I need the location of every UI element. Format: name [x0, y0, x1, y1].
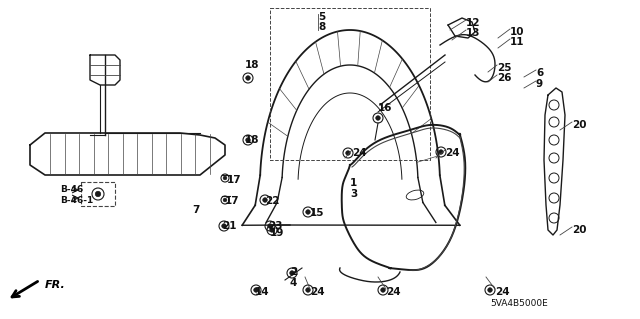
Text: 10: 10 — [510, 27, 525, 37]
Circle shape — [95, 191, 100, 197]
Circle shape — [376, 116, 380, 120]
Circle shape — [221, 224, 227, 228]
Text: 24: 24 — [352, 148, 367, 158]
Text: 7: 7 — [192, 205, 200, 215]
Text: 24: 24 — [495, 287, 509, 297]
Text: 18: 18 — [245, 60, 259, 70]
Circle shape — [263, 198, 268, 202]
Circle shape — [306, 210, 310, 214]
Text: 19: 19 — [270, 228, 284, 238]
Text: 24: 24 — [310, 287, 324, 297]
Text: 5: 5 — [318, 12, 325, 22]
Text: 5VA4B5000E: 5VA4B5000E — [490, 299, 548, 308]
Circle shape — [269, 228, 275, 232]
Text: 9: 9 — [536, 79, 543, 89]
Text: 14: 14 — [255, 287, 269, 297]
Text: 1: 1 — [350, 178, 357, 188]
Text: 20: 20 — [572, 120, 586, 130]
Text: 24: 24 — [445, 148, 460, 158]
Circle shape — [381, 288, 385, 292]
Text: 20: 20 — [572, 225, 586, 235]
Text: 11: 11 — [510, 37, 525, 47]
Text: 15: 15 — [310, 208, 324, 218]
Text: B-46: B-46 — [60, 185, 83, 194]
Circle shape — [439, 150, 444, 154]
Text: FR.: FR. — [45, 280, 66, 290]
Circle shape — [290, 271, 294, 275]
Text: B-46-1: B-46-1 — [60, 196, 93, 205]
Text: 6: 6 — [536, 68, 543, 78]
Text: 12: 12 — [466, 18, 481, 28]
Circle shape — [346, 151, 350, 155]
Text: 26: 26 — [497, 73, 511, 83]
Text: 18: 18 — [245, 135, 259, 145]
Text: 21: 21 — [222, 221, 237, 231]
Circle shape — [246, 138, 250, 142]
Text: 22: 22 — [265, 196, 280, 206]
Text: 17: 17 — [227, 175, 242, 185]
Text: 16: 16 — [378, 103, 392, 113]
Text: 24: 24 — [386, 287, 401, 297]
Circle shape — [306, 288, 310, 292]
Circle shape — [223, 176, 227, 180]
Text: 17: 17 — [225, 196, 239, 206]
Circle shape — [253, 288, 259, 292]
Text: 2: 2 — [290, 267, 297, 277]
Circle shape — [268, 224, 272, 228]
Circle shape — [488, 288, 492, 292]
Text: 23: 23 — [268, 221, 282, 231]
Text: 4: 4 — [290, 278, 298, 288]
Text: 13: 13 — [466, 28, 481, 38]
Text: 25: 25 — [497, 63, 511, 73]
Circle shape — [246, 76, 250, 80]
Text: 3: 3 — [350, 189, 357, 199]
Circle shape — [223, 198, 227, 202]
Text: 8: 8 — [318, 22, 325, 32]
